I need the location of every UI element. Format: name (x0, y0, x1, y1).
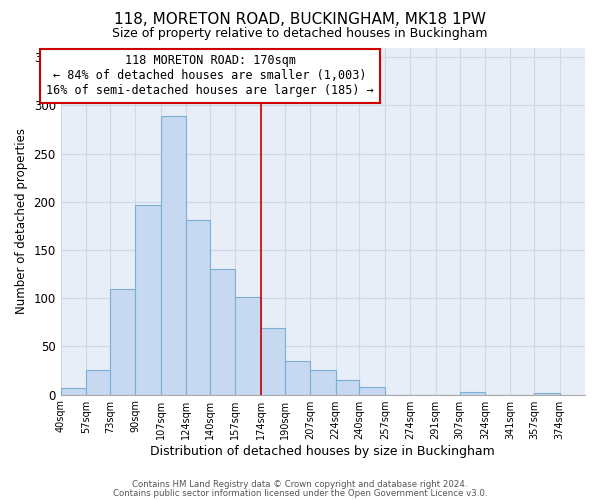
Bar (110, 288, 136, 395)
Bar (285, 361, 310, 394)
Text: 118, MORETON ROAD, BUCKINGHAM, MK18 1PW: 118, MORETON ROAD, BUCKINGHAM, MK18 1PW (114, 12, 486, 28)
Text: Contains HM Land Registry data © Crown copyright and database right 2024.: Contains HM Land Registry data © Crown c… (132, 480, 468, 489)
Bar (136, 204, 161, 394)
Bar (359, 387, 385, 394)
X-axis label: Distribution of detached houses by size in Buckingham: Distribution of detached houses by size … (151, 444, 495, 458)
Y-axis label: Number of detached properties: Number of detached properties (15, 128, 28, 314)
Bar (335, 380, 359, 394)
Bar (210, 269, 235, 394)
Bar (61, 388, 86, 394)
Bar (534, 392, 560, 394)
Text: Size of property relative to detached houses in Buckingham: Size of property relative to detached ho… (112, 28, 488, 40)
Text: Contains public sector information licensed under the Open Government Licence v3: Contains public sector information licen… (113, 488, 487, 498)
Bar (235, 297, 261, 394)
Bar (161, 116, 186, 394)
Bar (261, 328, 285, 394)
Bar (86, 370, 110, 394)
Bar (460, 392, 485, 394)
Bar (310, 370, 335, 394)
Bar (186, 220, 210, 394)
Text: 118 MORETON ROAD: 170sqm
← 84% of detached houses are smaller (1,003)
16% of sem: 118 MORETON ROAD: 170sqm ← 84% of detach… (46, 54, 374, 98)
